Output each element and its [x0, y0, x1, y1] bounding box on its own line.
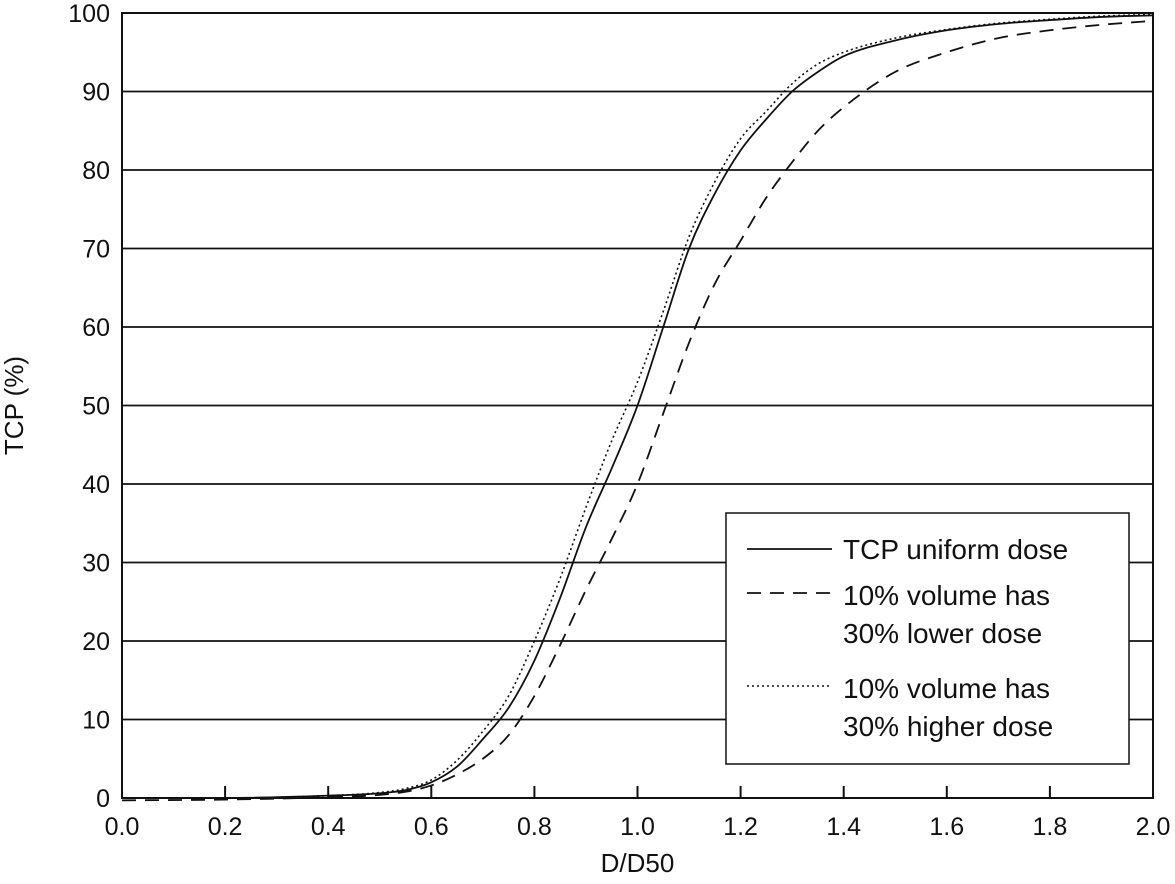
y-tick-label-80: 80: [82, 157, 110, 185]
x-tick-label-2.0: 2.0: [1136, 813, 1171, 841]
y-tick-label-90: 90: [82, 79, 110, 107]
legend-label-lower-line1: 10% volume has: [843, 580, 1050, 611]
x-tick-label-1.0: 1.0: [620, 813, 655, 841]
y-tick-label-100: 100: [68, 0, 110, 28]
y-axis: 0 10 20 30 40 50 60 70 80 90 100: [68, 0, 110, 813]
series-lines: [121, 13, 1154, 802]
x-tick-label-1.8: 1.8: [1033, 813, 1068, 841]
x-tick-label-0.8: 0.8: [517, 813, 552, 841]
x-tick-label-1.2: 1.2: [723, 813, 758, 841]
legend: TCP uniform dose 10% volume has 30% lowe…: [725, 512, 1130, 765]
series-line-dashed: [121, 19, 1154, 802]
y-tick-label-60: 60: [82, 314, 110, 342]
legend-label-higher-line1: 10% volume has: [843, 673, 1050, 704]
y-tick-label-10: 10: [82, 707, 110, 735]
x-tick-label-0.4: 0.4: [311, 813, 346, 841]
y-tick-label-0: 0: [96, 785, 110, 813]
x-tick-label-1.4: 1.4: [826, 813, 861, 841]
series-line-solid: [121, 14, 1154, 799]
y-tick-label-70: 70: [82, 236, 110, 264]
x-tick-label-0.2: 0.2: [208, 813, 243, 841]
series-line-dotted: [121, 13, 1154, 799]
legend-label-lower-line2: 30% lower dose: [843, 618, 1042, 649]
y-axis-title: TCP (%): [0, 356, 29, 455]
legend-box: [725, 512, 1130, 765]
y-tick-label-40: 40: [82, 471, 110, 499]
x-tick-label-0.6: 0.6: [414, 813, 449, 841]
legend-label-uniform: TCP uniform dose: [843, 534, 1068, 565]
legend-label-higher-line2: 30% higher dose: [843, 711, 1053, 742]
x-axis-title: D/D50: [601, 848, 675, 878]
x-tick-label-0.0: 0.0: [105, 813, 140, 841]
y-tick-label-20: 20: [82, 628, 110, 656]
y-tick-label-50: 50: [82, 393, 110, 421]
y-tick-label-30: 30: [82, 550, 110, 578]
x-tick-label-1.6: 1.6: [929, 813, 964, 841]
x-axis: 0.0 0.2 0.4 0.6 0.8 1.0 1.2 1.4 1.6 1.8 2.0: [105, 786, 1171, 841]
